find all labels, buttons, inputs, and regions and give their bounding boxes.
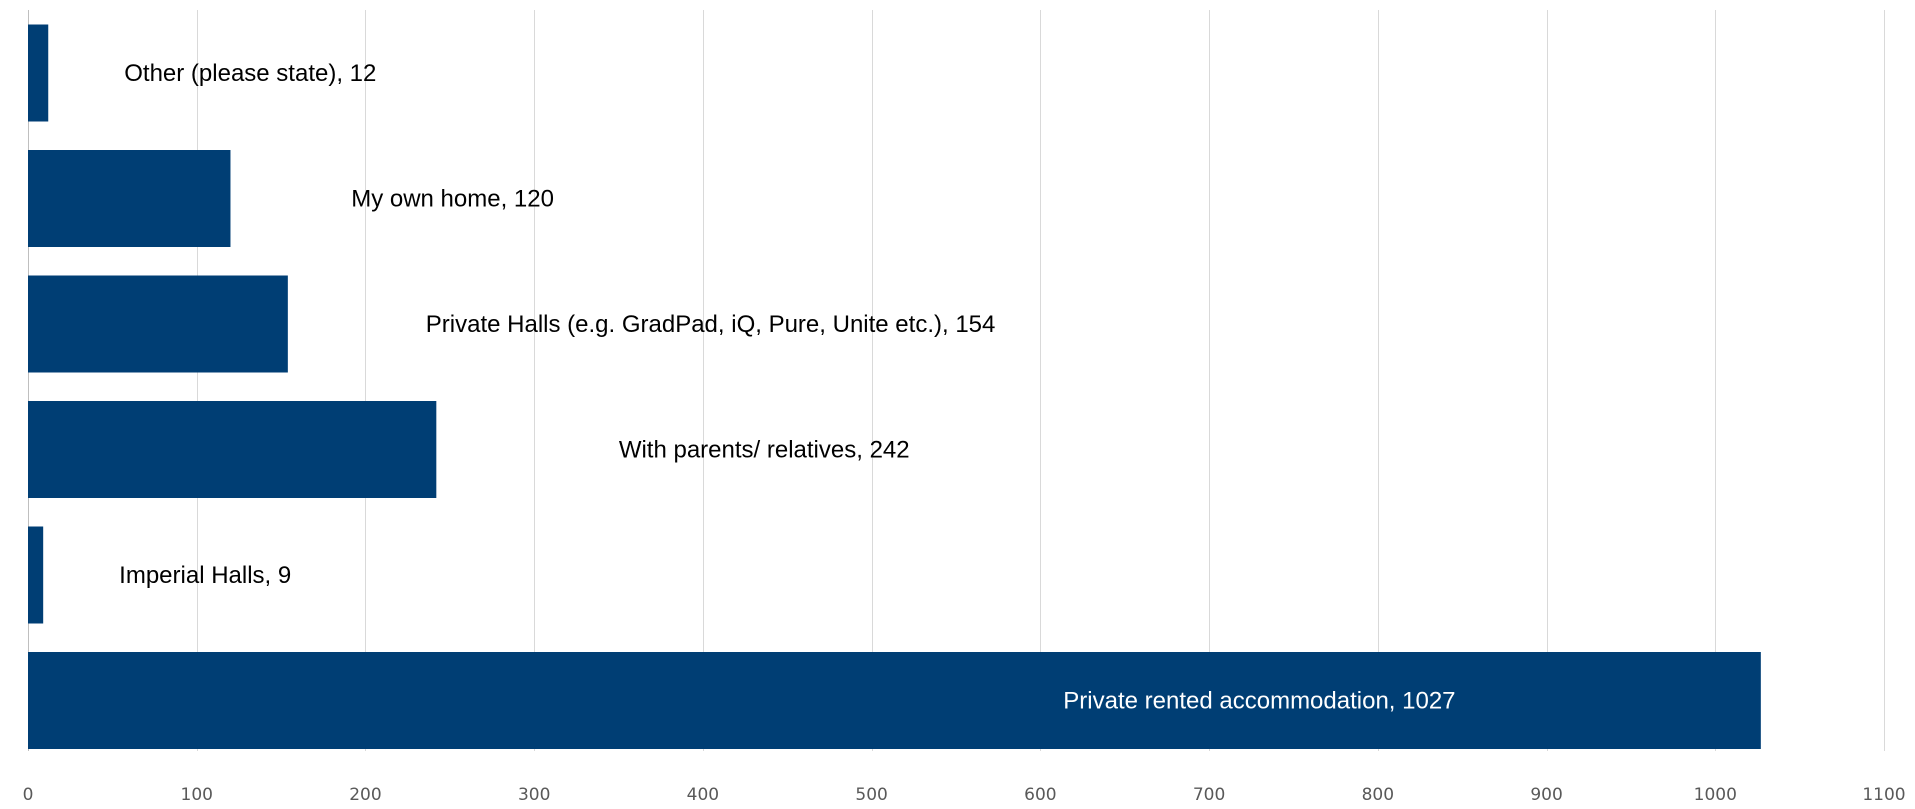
- bar: [28, 275, 288, 373]
- bar: [28, 150, 231, 247]
- x-tick-label: 1000: [1694, 785, 1737, 805]
- data-label: Private Halls (e.g. GradPad, iQ, Pure, U…: [426, 311, 996, 338]
- bars: [28, 24, 1761, 749]
- bar: [28, 401, 437, 498]
- x-tick-label: 800: [1362, 785, 1394, 805]
- bar: [28, 652, 1761, 749]
- bar: [28, 526, 44, 624]
- x-tick-label: 0: [23, 785, 34, 805]
- data-label: My own home, 120: [351, 186, 554, 213]
- x-tick-label: 600: [1024, 785, 1056, 805]
- gridlines: [197, 10, 1885, 751]
- x-tick-label: 500: [855, 785, 887, 805]
- data-labels: Private rented accommodation, 1027 Imperi…: [119, 60, 1455, 715]
- x-tick-label: 400: [687, 785, 719, 805]
- bar: [28, 24, 49, 122]
- x-tick-label: 1100: [1862, 785, 1905, 805]
- x-tick-label: 900: [1530, 785, 1562, 805]
- x-tick-label: 700: [1193, 785, 1225, 805]
- data-label: With parents/ relatives, 242: [619, 437, 910, 464]
- x-tick-label: 200: [349, 785, 381, 805]
- data-label: Private rented accommodation, 1027: [1063, 688, 1455, 715]
- data-label: Other (please state), 12: [124, 60, 376, 87]
- data-label: Imperial Halls, 9: [119, 562, 291, 589]
- x-tick-label: 300: [518, 785, 550, 805]
- x-tick-labels: 0 100 200 300 400 500 600 700 800 900 1000 1100: [23, 785, 1906, 805]
- x-tick-label: 100: [181, 785, 213, 805]
